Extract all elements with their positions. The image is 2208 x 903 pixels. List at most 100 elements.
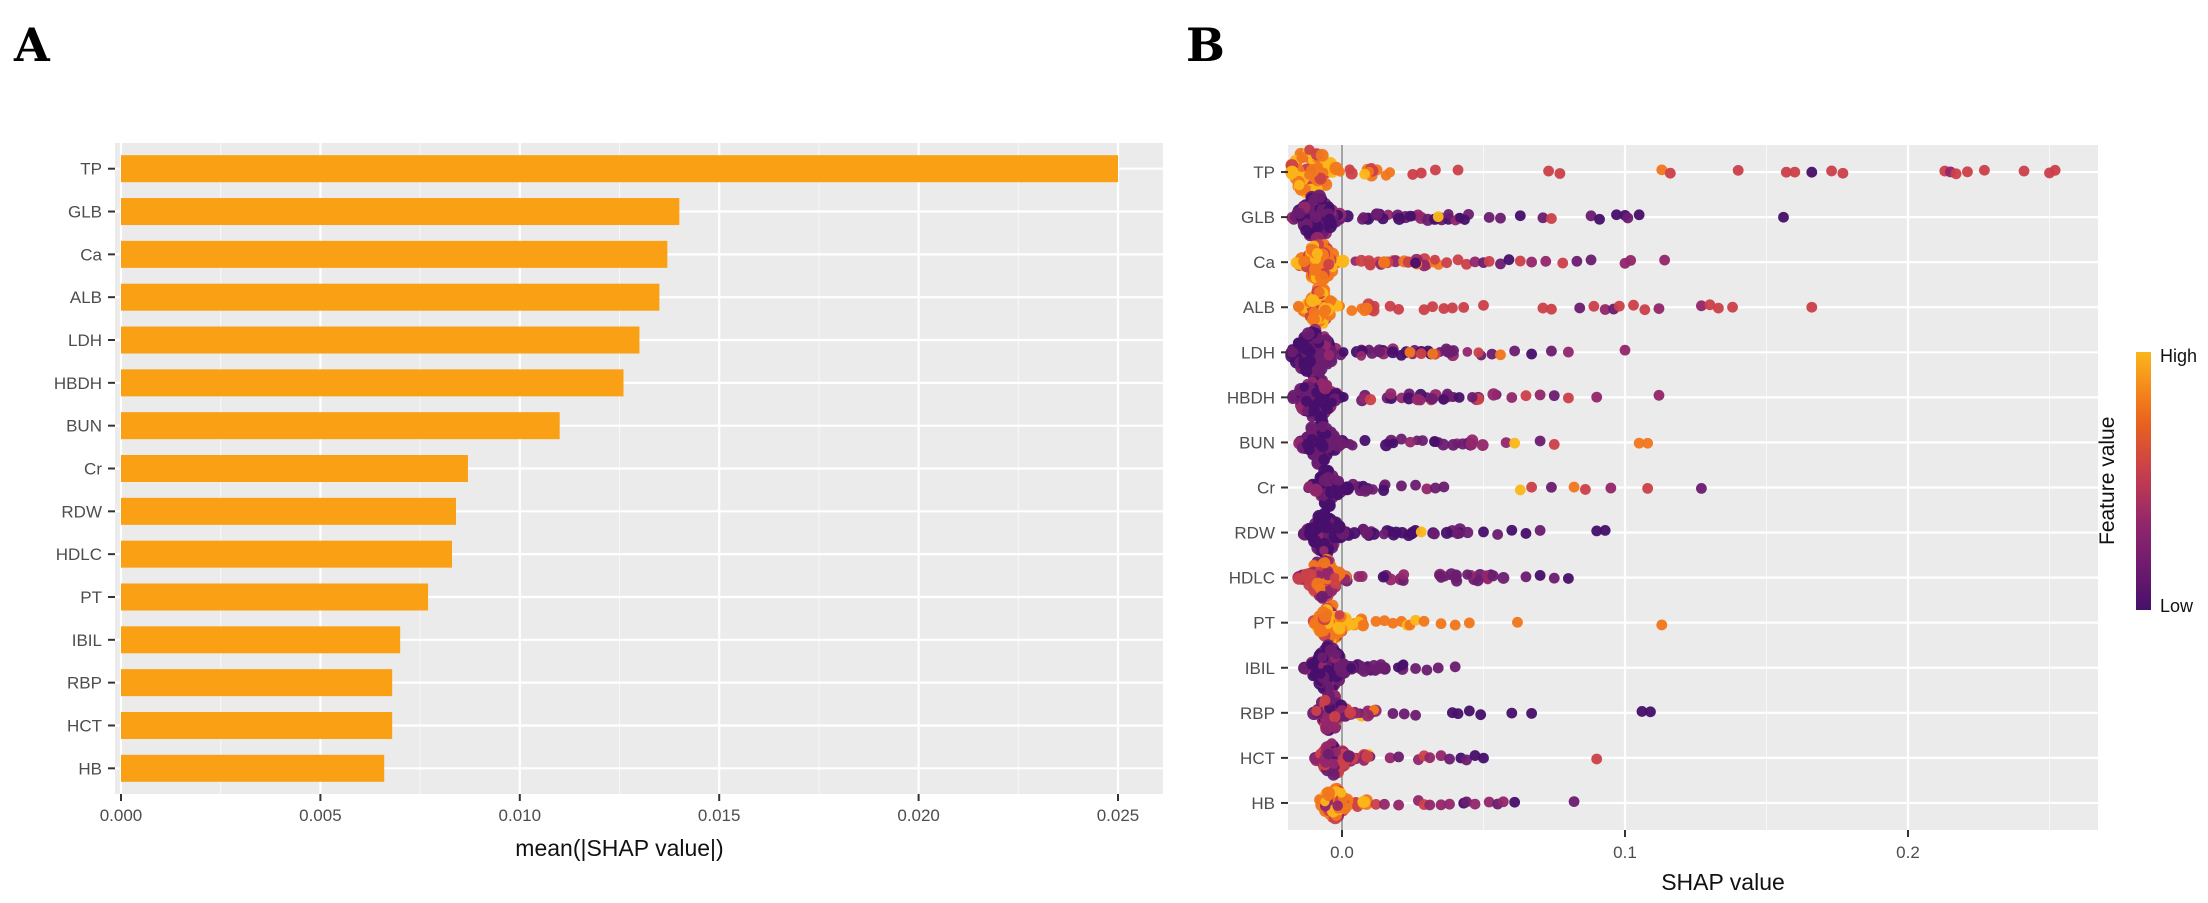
swarm-point (1387, 708, 1399, 719)
swarm-point (1327, 397, 1337, 408)
swarm-point (1497, 572, 1510, 584)
swarm-point (1537, 302, 1549, 314)
y-axis-label-tp: TP (80, 160, 102, 179)
bar-alb (121, 283, 660, 311)
swarm-point (1540, 255, 1552, 267)
swarm-point (1645, 706, 1656, 718)
x-tick-label: 0.010 (499, 806, 542, 825)
y-axis-label-b-alb: ALB (1243, 298, 1275, 317)
swarm-point (1374, 346, 1385, 358)
swarm-point (1500, 437, 1512, 448)
legend-title: Feature value (2096, 416, 2119, 546)
swarm-point (1591, 753, 1603, 765)
swarm-point (1453, 392, 1465, 403)
swarm-point (1357, 523, 1369, 535)
swarm-point (1308, 534, 1322, 548)
swarm-point (1323, 748, 1334, 760)
swarm-point (1378, 256, 1391, 269)
swarm-point (1325, 485, 1339, 499)
swarm-point (1599, 525, 1611, 536)
swarm-point (1334, 610, 1345, 620)
swarm-point (1370, 615, 1382, 627)
swarm-point (1563, 392, 1574, 404)
swarm-point (1492, 529, 1504, 540)
swarm-point (1469, 798, 1481, 810)
y-axis-label-hb: HB (78, 759, 102, 778)
swarm-point (1599, 304, 1611, 315)
beeswarm-row-pt (1307, 599, 1668, 646)
swarm-point (1563, 346, 1574, 358)
swarm-point (1286, 345, 1298, 358)
swarm-point (1285, 165, 1299, 179)
swarm-point (1306, 658, 1319, 670)
swarm-point (1424, 752, 1436, 764)
swarm-point (1653, 303, 1665, 315)
swarm-point (1473, 347, 1484, 358)
swarm-point (1358, 664, 1371, 677)
swarm-point (1322, 789, 1335, 801)
swarm-point (1305, 164, 1320, 178)
swarm-point (1461, 754, 1472, 766)
swarm-point (1395, 433, 1407, 445)
swarm-point (1386, 346, 1399, 359)
swarm-point (1526, 481, 1538, 493)
swarm-point (1410, 479, 1421, 491)
swarm-point (1438, 303, 1450, 314)
panel-b-label: B (1186, 18, 1225, 72)
swarm-point (1410, 709, 1421, 721)
swarm-point (1415, 526, 1427, 538)
swarm-point (1653, 389, 1665, 401)
swarm-point (1324, 498, 1336, 509)
swarm-point (1444, 753, 1455, 765)
swarm-point (1405, 436, 1416, 448)
beeswarm-row-hct (1309, 738, 1603, 781)
swarm-point (1557, 257, 1569, 269)
swarm-point (1656, 619, 1668, 631)
swarm-point (1506, 707, 1518, 719)
x-tick-label: 0.2 (1896, 843, 1920, 862)
swarm-point (1789, 166, 1801, 178)
swarm-point (1393, 212, 1406, 225)
bar-ibil (121, 626, 401, 654)
swarm-point (1591, 525, 1603, 537)
swarm-point (1462, 526, 1474, 539)
swarm-point (1642, 437, 1654, 449)
swarm-point (1296, 151, 1308, 164)
legend-high-label: High (2160, 346, 2198, 366)
swarm-point (1497, 796, 1509, 808)
swarm-point (1317, 421, 1329, 433)
swarm-point (1323, 349, 1335, 361)
swarm-point (1449, 619, 1461, 631)
legend-low-label: Low (2160, 596, 2194, 616)
swarm-point (1331, 649, 1342, 660)
beeswarm-row-glb (1286, 189, 1789, 246)
beeswarm-row-ca (1290, 239, 1671, 286)
y-axis-label-b-hbdh: HBDH (1227, 388, 1275, 407)
swarm-point (1361, 750, 1374, 763)
swarm-point (1457, 438, 1469, 450)
swarm-point (1478, 526, 1489, 538)
y-axis-label-b-hb: HB (1251, 794, 1275, 813)
y-axis-label-ibil: IBIL (72, 631, 102, 650)
swarm-point (1368, 659, 1380, 671)
y-axis-label-b-rdw: RDW (1234, 524, 1275, 543)
swarm-point (1664, 167, 1676, 179)
swarm-point (1506, 524, 1518, 536)
swarm-point (1398, 569, 1410, 580)
swarm-point (1526, 707, 1538, 719)
swarm-point (1407, 169, 1419, 180)
swarm-point (1315, 668, 1326, 679)
swarm-point (1356, 350, 1367, 361)
swarm-point (1452, 164, 1464, 176)
swarm-point (1509, 437, 1521, 449)
swarm-point (1483, 255, 1495, 267)
swarm-point (1338, 392, 1349, 402)
swarm-point (1308, 619, 1319, 629)
y-axis-label-alb: ALB (70, 288, 102, 307)
swarm-point (1378, 484, 1390, 496)
swarm-point (1324, 213, 1336, 225)
y-axis-label-glb: GLB (68, 203, 102, 222)
swarm-point (1537, 212, 1549, 224)
swarm-point (1495, 212, 1506, 224)
swarm-point (1300, 342, 1314, 356)
